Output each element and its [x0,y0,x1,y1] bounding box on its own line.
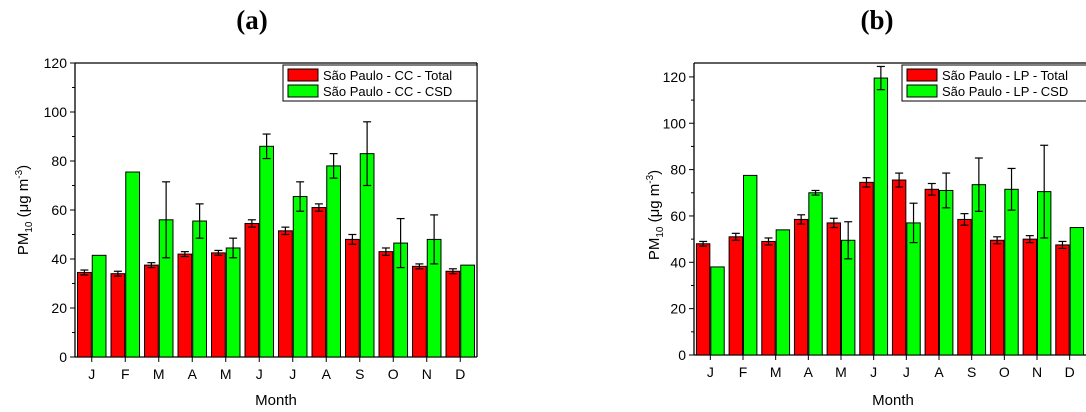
legend-swatch-a [287,84,319,98]
y-axis-title-a: PM10 (μg m-3) [14,165,35,255]
bar-b-series2 [1069,227,1085,356]
x-tick-label-b: N [1032,364,1042,380]
bar-a-series1 [378,251,394,358]
y-tick-label-b: 120 [663,69,687,85]
x-tick-label-a: A [322,366,332,382]
y-tick-label-b: 0 [678,347,686,363]
bar-a-series2 [125,171,140,358]
bar-b-series1 [924,188,940,356]
bar-a-series1 [311,207,327,358]
legend-label-a: São Paulo - CC - CSD [323,84,452,99]
x-tick-label-b: F [739,364,748,380]
y-tick-label-b: 100 [663,115,687,131]
bar-b-series1 [826,222,842,356]
bar-b-series2 [710,266,725,356]
bar-a-series2 [259,145,274,358]
x-tick-label-b: J [707,364,714,380]
bar-b-series1 [695,243,711,356]
y-tick-label-a: 0 [59,349,67,365]
bar-a-series1 [211,252,226,358]
x-tick-label-a: F [121,366,130,382]
bar-a-series1 [110,273,126,358]
legend-swatch-b [906,68,938,82]
legend-label-a: São Paulo - CC - Total [323,68,452,83]
bar-a-series1 [77,271,92,358]
panel-a: (a) 0 20 40 60 80 100 120 J F M A M J J A S O N D São Paulo… [14,5,478,409]
bar-a-series2 [292,196,308,358]
bar-a-series1 [177,253,193,358]
y-tick-label-b: 80 [670,162,686,178]
bar-b-series1 [859,181,874,356]
panel-a-label: (a) [236,5,267,35]
bar-b-series2 [743,174,758,356]
y-tick-label-b: 20 [670,301,686,317]
y-tick-label-a: 100 [44,104,68,120]
x-tick-label-b: J [870,364,877,380]
y-tick-label-a: 20 [51,300,67,316]
bar-b-series1 [1055,244,1070,356]
bar-b-series1 [728,236,744,356]
panel-b-label: (b) [861,5,894,35]
bar-a-series1 [445,270,461,358]
bar-b-series1 [761,240,776,356]
bar-b-series1 [891,179,907,356]
plot-area-a: 0 20 40 60 80 100 120 J F M A M J J A S O N D São Paulo - C… [44,55,478,382]
x-tick-label-a: A [188,366,198,382]
y-tick-label-a: 80 [51,153,67,169]
x-tick-label-b: A [934,364,944,380]
legend-swatch-a [287,68,319,82]
y-tick-label-b: 40 [670,254,686,270]
x-tick-label-b: J [903,364,910,380]
x-axis-title-a: Month [255,392,297,409]
bar-a-series1 [412,265,427,358]
legend-label-b: São Paulo - LP - CSD [942,84,1068,99]
x-axis-title-b: Month [872,392,914,409]
bar-a-series1 [144,264,159,358]
bar-b-series2 [873,77,889,356]
x-tick-label-a: N [422,366,432,382]
bar-b-series2 [939,189,954,356]
x-tick-label-b: A [804,364,814,380]
bar-b-series1 [1022,238,1038,356]
bar-a-series1 [278,230,293,358]
bar-a-series2 [91,254,107,358]
bar-b-series2 [1004,188,1019,356]
y-tick-label-a: 60 [51,202,67,218]
plot-area-b: 0 20 40 60 80 100 120 J F M A M J J A S O N D São Paulo - L… [663,62,1086,380]
x-tick-label-a: O [388,366,399,382]
legend-swatch-b [906,84,938,98]
bar-b-series2 [775,229,791,356]
bar-a-series1 [345,238,360,358]
bar-b-series1 [957,218,972,356]
bar-a-series2 [326,165,341,358]
bar-b-series1 [989,239,1005,356]
y-axis-title-b: PM10 (μg m-3) [645,170,666,260]
bar-a-series2 [192,220,207,358]
x-tick-label-a: D [455,366,465,382]
x-tick-label-a: J [256,366,263,382]
bar-b-series2 [808,192,823,356]
x-tick-label-a: M [220,366,232,382]
x-tick-label-a: J [88,366,95,382]
panel-b: (b) 0 20 40 60 80 100 120 J F M A M J J A S O N D São Paulo… [645,5,1086,409]
bar-b-series1 [793,218,809,356]
legend-label-b: São Paulo - LP - Total [942,68,1068,83]
bar-a-series2 [460,264,475,358]
y-tick-label-b: 60 [670,208,686,224]
bar-a-series1 [244,222,260,358]
x-tick-label-a: M [153,366,165,382]
x-tick-label-b: O [999,364,1010,380]
x-tick-label-b: M [770,364,782,380]
bar-a-series2 [225,247,241,358]
x-tick-label-b: D [1065,364,1075,380]
y-tick-label-a: 40 [51,251,67,267]
x-tick-label-a: J [289,366,296,382]
x-tick-label-a: S [355,366,364,382]
x-tick-label-b: M [835,364,847,380]
y-tick-label-a: 120 [44,55,68,71]
x-tick-label-b: S [967,364,976,380]
